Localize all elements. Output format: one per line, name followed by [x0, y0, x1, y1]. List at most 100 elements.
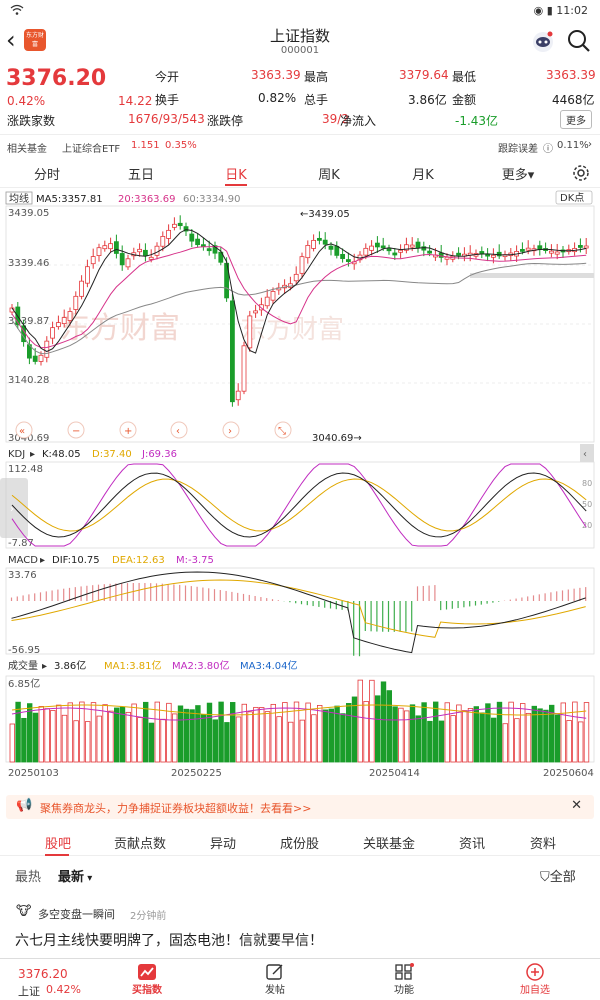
pct-change: 0.42%: [7, 94, 46, 108]
ma-label[interactable]: 均线: [9, 192, 29, 205]
volume-bar: [369, 679, 375, 763]
buy-index-icon[interactable]: [137, 963, 157, 981]
volume-bar: [270, 703, 276, 763]
volume-ma2: MA2:3.80亿: [172, 659, 229, 672]
tab-related-funds[interactable]: 关联基金: [363, 837, 416, 852]
sort-new[interactable]: 最新 ▾: [58, 870, 93, 885]
post-text[interactable]: 六七月主线快要明牌了，固态电池！信就要早信！: [15, 933, 323, 949]
kdj-d-line: [11, 478, 587, 532]
tab-guba[interactable]: 股吧: [45, 837, 72, 852]
candle-body: [270, 291, 276, 301]
filter-all[interactable]: ⛉全部: [540, 870, 576, 885]
pan-left-icon[interactable]: ‹: [170, 421, 188, 439]
pan-right-icon[interactable]: ›: [222, 421, 240, 439]
macd-bottom: -56.95: [8, 645, 40, 656]
settings-gear-icon[interactable]: [572, 164, 590, 182]
kline-chart-area[interactable]: 均线 MA5:3357.81 20:3363.69 60:3334.90 DK点…: [0, 188, 600, 768]
tab-profile[interactable]: 资料: [530, 837, 557, 852]
last-price: 3376.20: [6, 66, 107, 91]
related-fund-bar[interactable]: 相关基金 上证综合ETF 1.151 0.35% 跟踪误差 ⓘ 0.11% ›: [0, 134, 600, 156]
add-watchlist-button[interactable]: 加自选: [520, 985, 550, 996]
volume-bar: [392, 706, 398, 763]
tab-more[interactable]: 更多▾: [501, 168, 535, 183]
collapse-left-icon[interactable]: ‹: [583, 449, 587, 460]
tab-monthly-k[interactable]: 月K: [412, 168, 434, 183]
candle-body: [142, 249, 148, 256]
promo-banner[interactable]: 📢 聚焦券商龙头，力争捕捉证券板块超额收益！去看看>> ✕: [6, 795, 594, 819]
macd-dea: DEA:12.63: [112, 555, 165, 566]
assistant-robot-icon[interactable]: [530, 28, 556, 54]
volume-bar: [241, 703, 247, 763]
tab-contribution[interactable]: 贡献点数: [114, 837, 167, 852]
candle-body: [409, 244, 415, 248]
volume-bar: [229, 702, 236, 763]
track-value: 0.11%: [557, 140, 589, 151]
zoom-minus-icon[interactable]: −: [67, 421, 85, 439]
volume-bar: [108, 710, 114, 763]
fullscreen-icon[interactable]: ⤡: [274, 421, 292, 439]
more-button[interactable]: 更多: [560, 110, 592, 129]
tab-five-day[interactable]: 五日: [127, 168, 154, 183]
point-change: 14.22: [118, 94, 153, 108]
volume-bar: [560, 702, 566, 763]
volume-bar: [380, 681, 387, 763]
volume-bar: [554, 714, 561, 763]
macd-arrow-icon: ▸: [40, 555, 45, 566]
candle-body: [241, 345, 247, 392]
post-item[interactable]: 🐮 多空变盘一瞬间 2分钟前 六七月主线快要明牌了，固态电池！信就要早信！: [0, 900, 600, 956]
volume-label[interactable]: 成交量: [8, 659, 38, 672]
candle-body: [520, 248, 525, 252]
page-title: 上证指数: [269, 27, 330, 45]
grid-function-icon[interactable]: [394, 963, 414, 981]
volume-bar: [409, 704, 416, 763]
candle-body: [293, 273, 299, 282]
tab-daily-k[interactable]: 日K: [225, 168, 247, 183]
post-author[interactable]: 多空变盘一瞬间: [38, 908, 115, 921]
date-axis: 20250103 20250225 20250414 20250604: [0, 768, 600, 782]
help-icon[interactable]: ⓘ: [543, 144, 553, 155]
updown-label: 涨跌家数: [7, 114, 56, 128]
buy-index-button[interactable]: 买指数: [132, 985, 162, 996]
tab-weekly-k[interactable]: 周K: [318, 168, 340, 183]
zoom-plus-icon[interactable]: +: [119, 421, 137, 439]
fund-name[interactable]: 上证综合ETF: [62, 144, 121, 155]
search-icon[interactable]: [566, 28, 592, 54]
volume-ma-line-2: [11, 704, 587, 716]
candle-body: [229, 300, 235, 403]
volume-bar: [328, 708, 334, 763]
candle-body: [328, 245, 334, 250]
candle-body: [189, 233, 195, 242]
bottom-bar: 3376.20 上证 0.42% 买指数 发帖 功能 加自选: [0, 958, 600, 1000]
function-button[interactable]: 功能: [394, 985, 414, 996]
write-post-icon[interactable]: [265, 963, 285, 981]
candle-body: [114, 241, 119, 254]
tab-intraday[interactable]: 分时: [33, 168, 60, 183]
min-annotation: 3040.69→: [312, 433, 362, 444]
volume-bar: [479, 712, 485, 763]
kdj-bottom: -7.87: [8, 538, 34, 549]
user-avatar-icon[interactable]: 🐮: [16, 904, 32, 919]
dk-point-button[interactable]: DK点: [560, 192, 584, 204]
tab-constituents[interactable]: 成份股: [280, 837, 320, 852]
post-button[interactable]: 发帖: [265, 985, 285, 996]
volume-bar: [461, 710, 468, 763]
add-watchlist-icon[interactable]: [525, 963, 545, 981]
expand-right-icon[interactable]: ›: [10, 504, 14, 515]
candle-body: [258, 304, 264, 311]
ma60-line: [11, 262, 587, 355]
kdj-label[interactable]: KDJ: [8, 449, 25, 460]
close-icon[interactable]: ✕: [571, 798, 582, 813]
banner-text[interactable]: 聚焦券商龙头，力争捕捉证券板块超额收益！去看看>>: [40, 802, 312, 815]
tab-movements[interactable]: 异动: [210, 837, 237, 852]
volume-bar: [299, 719, 305, 763]
sort-hot[interactable]: 最热: [15, 870, 42, 885]
zoom-out-left-icon[interactable]: «: [15, 421, 33, 439]
tab-news[interactable]: 资讯: [459, 837, 486, 852]
ma5-value: MA5:3357.81: [36, 194, 103, 205]
macd-label[interactable]: MACD: [8, 555, 38, 566]
candle-body: [490, 254, 496, 258]
volume-bar: [583, 702, 590, 763]
watermark-center: 东方财富: [240, 315, 344, 345]
back-icon[interactable]: ‹: [6, 26, 16, 54]
inflow-value: -1.43亿: [455, 114, 499, 128]
